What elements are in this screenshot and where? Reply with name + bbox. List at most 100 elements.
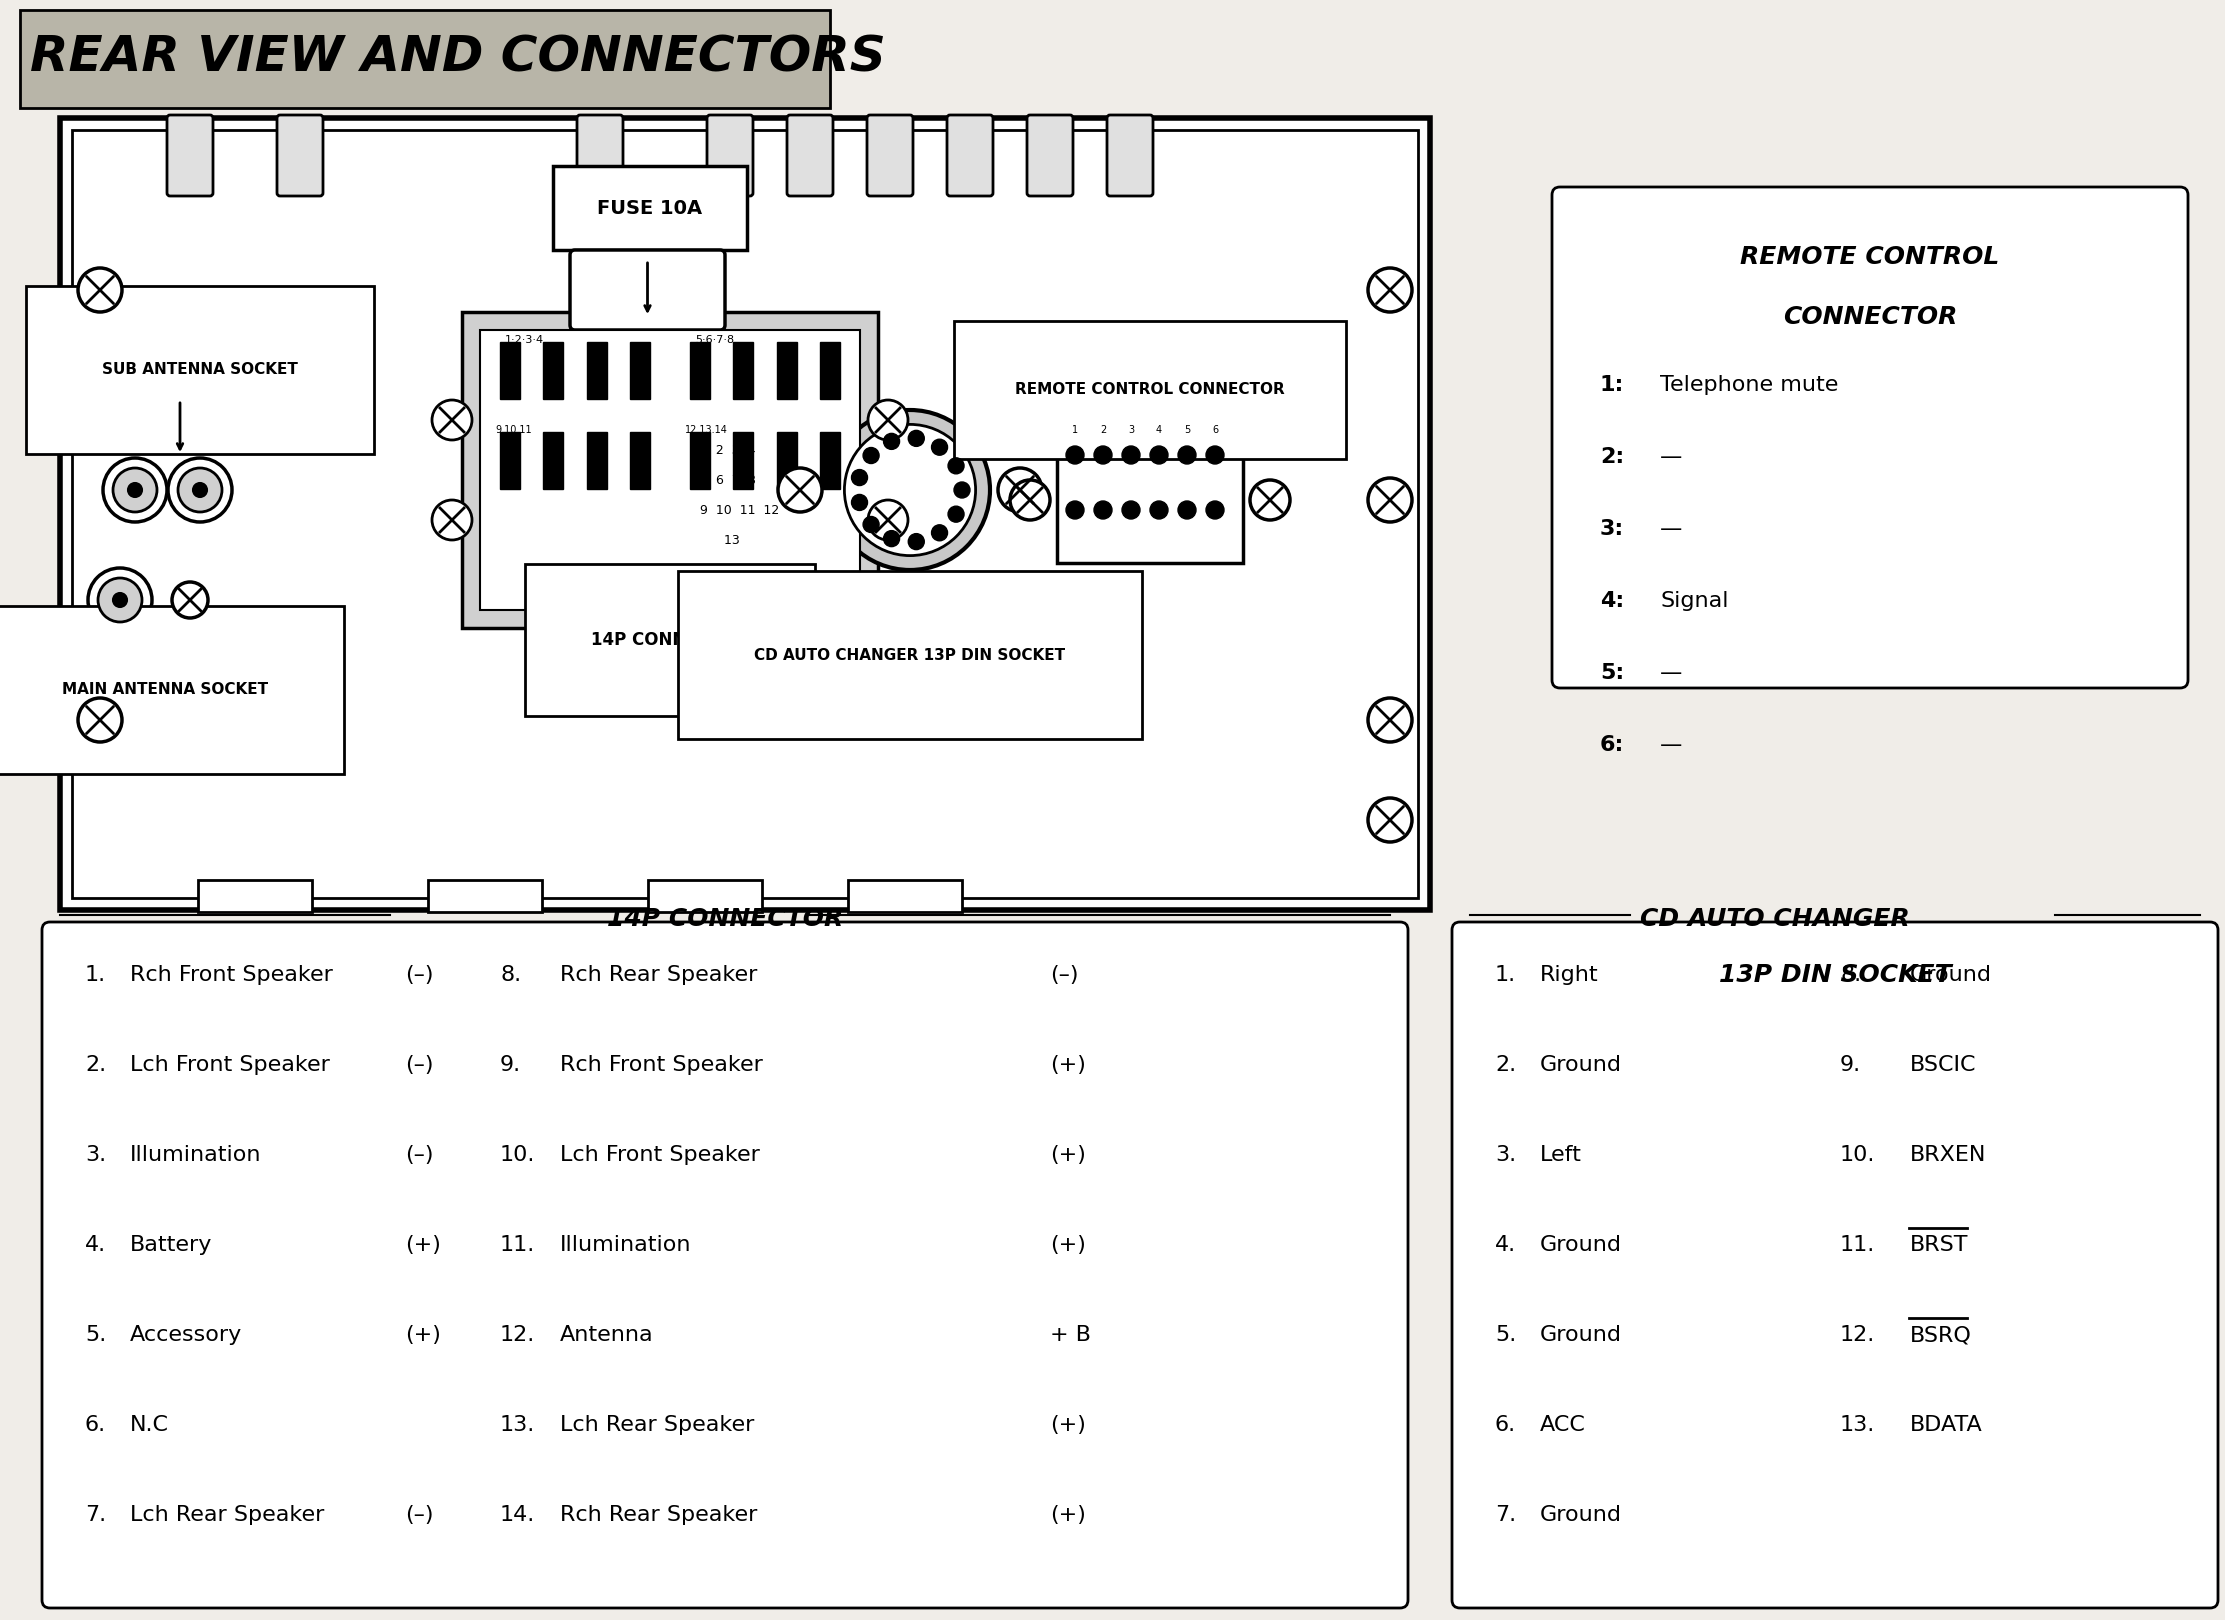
FancyBboxPatch shape [1057, 437, 1244, 564]
Text: (–): (–) [1050, 966, 1079, 985]
Text: (+): (+) [1050, 1505, 1086, 1524]
Text: —: — [1660, 518, 1682, 539]
Text: 14P CONNECTOR: 14P CONNECTOR [592, 632, 748, 650]
Text: FUSE 10A: FUSE 10A [599, 199, 703, 217]
Text: 2.: 2. [85, 1055, 107, 1076]
Text: BRXEN: BRXEN [1909, 1145, 1987, 1165]
Text: 1: 1 [1072, 424, 1079, 436]
Circle shape [932, 439, 948, 455]
Text: Ground: Ground [1540, 1234, 1622, 1256]
FancyBboxPatch shape [42, 922, 1408, 1609]
Circle shape [779, 468, 821, 512]
Text: Illumination: Illumination [561, 1234, 692, 1256]
Text: Rch Rear Speaker: Rch Rear Speaker [561, 1505, 757, 1524]
FancyBboxPatch shape [20, 10, 830, 109]
FancyBboxPatch shape [427, 880, 543, 912]
Text: 6.: 6. [1495, 1414, 1515, 1435]
Circle shape [1368, 698, 1413, 742]
Text: 6.: 6. [85, 1414, 107, 1435]
Text: 9.: 9. [501, 1055, 521, 1076]
FancyBboxPatch shape [276, 115, 323, 196]
Text: 5: 5 [1184, 424, 1190, 436]
Text: —: — [1660, 447, 1682, 467]
Circle shape [999, 468, 1041, 512]
Text: Rch Front Speaker: Rch Front Speaker [561, 1055, 763, 1076]
FancyBboxPatch shape [1108, 115, 1153, 196]
Text: (+): (+) [405, 1325, 441, 1345]
Circle shape [955, 483, 970, 497]
Circle shape [1206, 446, 1224, 463]
FancyBboxPatch shape [630, 433, 650, 489]
FancyBboxPatch shape [821, 433, 841, 489]
Text: 4.: 4. [85, 1234, 107, 1256]
Circle shape [89, 569, 151, 632]
Circle shape [98, 578, 142, 622]
Text: Accessory: Accessory [129, 1325, 243, 1345]
Text: (+): (+) [1050, 1055, 1086, 1076]
Text: Ground: Ground [1540, 1055, 1622, 1076]
Text: + B: + B [1050, 1325, 1090, 1345]
FancyBboxPatch shape [1553, 186, 2187, 688]
Text: —: — [1660, 735, 1682, 755]
Text: 10.: 10. [1840, 1145, 1876, 1165]
Text: 8.: 8. [501, 966, 521, 985]
Text: (+): (+) [405, 1234, 441, 1256]
Circle shape [846, 424, 975, 556]
Circle shape [78, 698, 122, 742]
FancyBboxPatch shape [198, 880, 312, 912]
Text: —: — [1660, 663, 1682, 684]
Circle shape [1368, 478, 1413, 522]
Circle shape [883, 434, 899, 449]
Circle shape [171, 582, 207, 617]
Text: Ground: Ground [1909, 966, 1991, 985]
Text: 4: 4 [1157, 424, 1161, 436]
Text: Ground: Ground [1540, 1325, 1622, 1345]
Text: 7.: 7. [1495, 1505, 1515, 1524]
Text: 2:: 2: [1600, 447, 1624, 467]
Text: 6: 6 [1213, 424, 1217, 436]
Circle shape [852, 494, 868, 510]
Text: (+): (+) [1050, 1234, 1086, 1256]
Text: 11.: 11. [1840, 1234, 1876, 1256]
Text: ACC: ACC [1540, 1414, 1586, 1435]
Text: 13.: 13. [1840, 1414, 1876, 1435]
Text: BDATA: BDATA [1909, 1414, 1982, 1435]
Circle shape [1121, 501, 1139, 518]
Circle shape [883, 531, 899, 546]
Text: BSRQ: BSRQ [1909, 1325, 1971, 1345]
Circle shape [932, 525, 948, 541]
Text: MAIN ANTENNA SOCKET: MAIN ANTENNA SOCKET [62, 682, 267, 698]
FancyBboxPatch shape [587, 433, 607, 489]
Text: 13P DIN SOCKET: 13P DIN SOCKET [1718, 962, 1951, 987]
FancyBboxPatch shape [708, 115, 752, 196]
Circle shape [863, 447, 879, 463]
Circle shape [1095, 501, 1112, 518]
Text: Telephone mute: Telephone mute [1660, 374, 1838, 395]
Circle shape [432, 400, 472, 441]
Circle shape [1177, 446, 1197, 463]
Text: (–): (–) [405, 966, 434, 985]
Circle shape [908, 533, 923, 549]
Text: CD AUTO CHANGER: CD AUTO CHANGER [1640, 907, 1909, 931]
Circle shape [169, 458, 231, 522]
FancyBboxPatch shape [1028, 115, 1072, 196]
Text: (–): (–) [405, 1505, 434, 1524]
Text: 9.10.11: 9.10.11 [494, 424, 532, 436]
FancyBboxPatch shape [576, 115, 623, 196]
Text: 2.: 2. [1495, 1055, 1515, 1076]
FancyBboxPatch shape [948, 115, 992, 196]
Text: CONNECTOR: CONNECTOR [1782, 305, 1958, 329]
FancyBboxPatch shape [501, 433, 521, 489]
FancyBboxPatch shape [821, 342, 841, 399]
Text: 2: 2 [1099, 424, 1106, 436]
Circle shape [948, 505, 963, 522]
FancyBboxPatch shape [647, 880, 761, 912]
FancyBboxPatch shape [777, 433, 797, 489]
Text: 11.: 11. [501, 1234, 536, 1256]
FancyBboxPatch shape [543, 342, 563, 399]
Text: 5.: 5. [85, 1325, 107, 1345]
Circle shape [1066, 501, 1084, 518]
FancyBboxPatch shape [777, 342, 797, 399]
Text: 7.: 7. [85, 1505, 107, 1524]
Text: 12.: 12. [1840, 1325, 1876, 1345]
